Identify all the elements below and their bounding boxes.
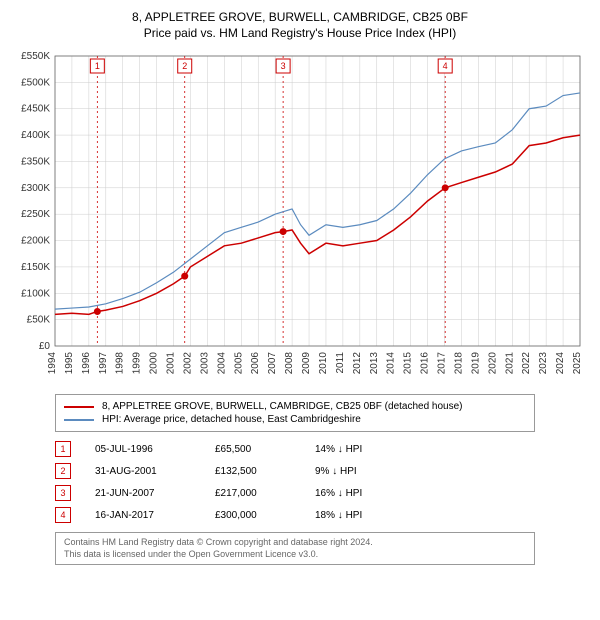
- chart-subtitle: Price paid vs. HM Land Registry's House …: [10, 26, 590, 40]
- svg-text:2016: 2016: [420, 352, 431, 375]
- tx-date: 16-JAN-2017: [95, 510, 215, 521]
- svg-text:2021: 2021: [504, 352, 515, 375]
- svg-text:2001: 2001: [166, 352, 177, 375]
- svg-text:2024: 2024: [555, 352, 566, 375]
- tx-diff: 18% ↓ HPI: [315, 510, 435, 521]
- svg-text:2019: 2019: [470, 352, 481, 375]
- svg-text:2006: 2006: [250, 352, 261, 375]
- svg-text:£300K: £300K: [21, 183, 50, 194]
- tx-price: £300,000: [215, 510, 315, 521]
- svg-text:2014: 2014: [386, 352, 397, 375]
- tx-date: 05-JUL-1996: [95, 444, 215, 455]
- tx-date: 21-JUN-2007: [95, 488, 215, 499]
- svg-text:£500K: £500K: [21, 77, 50, 88]
- svg-text:£100K: £100K: [21, 288, 50, 299]
- footer-attribution: Contains HM Land Registry data © Crown c…: [55, 532, 535, 565]
- tx-diff: 9% ↓ HPI: [315, 466, 435, 477]
- chart-title: 8, APPLETREE GROVE, BURWELL, CAMBRIDGE, …: [10, 10, 590, 24]
- svg-text:2012: 2012: [352, 352, 363, 375]
- svg-text:2025: 2025: [572, 352, 583, 375]
- tx-price: £65,500: [215, 444, 315, 455]
- svg-text:2009: 2009: [301, 352, 312, 375]
- svg-text:1994: 1994: [47, 352, 58, 375]
- svg-text:2015: 2015: [403, 352, 414, 375]
- svg-text:4: 4: [443, 61, 448, 71]
- marker-badge: 2: [55, 463, 71, 479]
- svg-text:2002: 2002: [182, 352, 193, 375]
- svg-text:2005: 2005: [233, 352, 244, 375]
- table-row: 3 21-JUN-2007£217,00016% ↓ HPI: [55, 482, 535, 504]
- svg-text:1995: 1995: [64, 352, 75, 375]
- svg-text:2000: 2000: [149, 352, 160, 375]
- svg-text:2020: 2020: [487, 352, 498, 375]
- svg-text:£350K: £350K: [21, 156, 50, 167]
- svg-text:2: 2: [182, 61, 187, 71]
- legend-label: 8, APPLETREE GROVE, BURWELL, CAMBRIDGE, …: [102, 401, 463, 412]
- footer-line: This data is licensed under the Open Gov…: [64, 549, 526, 561]
- transaction-table: 1 05-JUL-1996£65,50014% ↓ HPI 2 31-AUG-2001…: [55, 438, 535, 526]
- svg-text:1998: 1998: [115, 352, 126, 375]
- svg-text:1999: 1999: [132, 352, 143, 375]
- legend-item: HPI: Average price, detached house, East…: [64, 414, 526, 425]
- svg-text:£250K: £250K: [21, 209, 50, 220]
- legend: 8, APPLETREE GROVE, BURWELL, CAMBRIDGE, …: [55, 394, 535, 432]
- svg-text:2013: 2013: [369, 352, 380, 375]
- svg-text:2017: 2017: [437, 352, 448, 375]
- legend-swatch: [64, 419, 94, 421]
- svg-text:2022: 2022: [521, 352, 532, 375]
- svg-text:2008: 2008: [284, 352, 295, 375]
- svg-text:£400K: £400K: [21, 130, 50, 141]
- legend-item: 8, APPLETREE GROVE, BURWELL, CAMBRIDGE, …: [64, 401, 526, 412]
- svg-text:1: 1: [95, 61, 100, 71]
- svg-text:2010: 2010: [318, 352, 329, 375]
- table-row: 2 31-AUG-2001£132,5009% ↓ HPI: [55, 460, 535, 482]
- svg-text:2023: 2023: [538, 352, 549, 375]
- svg-text:£200K: £200K: [21, 236, 50, 247]
- tx-price: £217,000: [215, 488, 315, 499]
- tx-diff: 16% ↓ HPI: [315, 488, 435, 499]
- svg-text:2004: 2004: [216, 352, 227, 375]
- svg-text:2003: 2003: [199, 352, 210, 375]
- svg-text:1997: 1997: [98, 352, 109, 375]
- tx-date: 31-AUG-2001: [95, 466, 215, 477]
- svg-text:2007: 2007: [267, 352, 278, 375]
- tx-price: £132,500: [215, 466, 315, 477]
- table-row: 1 05-JUL-1996£65,50014% ↓ HPI: [55, 438, 535, 460]
- svg-text:£450K: £450K: [21, 104, 50, 115]
- svg-text:£50K: £50K: [27, 315, 51, 326]
- svg-text:1996: 1996: [81, 352, 92, 375]
- chart-container: 8, APPLETREE GROVE, BURWELL, CAMBRIDGE, …: [0, 0, 600, 573]
- svg-text:£0: £0: [39, 341, 51, 352]
- tx-diff: 14% ↓ HPI: [315, 444, 435, 455]
- svg-text:£550K: £550K: [21, 51, 50, 62]
- footer-line: Contains HM Land Registry data © Crown c…: [64, 537, 526, 549]
- table-row: 4 16-JAN-2017£300,00018% ↓ HPI: [55, 504, 535, 526]
- svg-text:£150K: £150K: [21, 262, 50, 273]
- svg-text:3: 3: [281, 61, 286, 71]
- chart-plot: £0 £50K £100K £150K £200K £250K £300K £350K £400…: [10, 48, 590, 388]
- marker-badge: 4: [55, 507, 71, 523]
- svg-text:2011: 2011: [335, 352, 346, 374]
- svg-text:2018: 2018: [453, 352, 464, 375]
- marker-badge: 3: [55, 485, 71, 501]
- legend-swatch: [64, 406, 94, 408]
- marker-badge: 1: [55, 441, 71, 457]
- legend-label: HPI: Average price, detached house, East…: [102, 414, 361, 425]
